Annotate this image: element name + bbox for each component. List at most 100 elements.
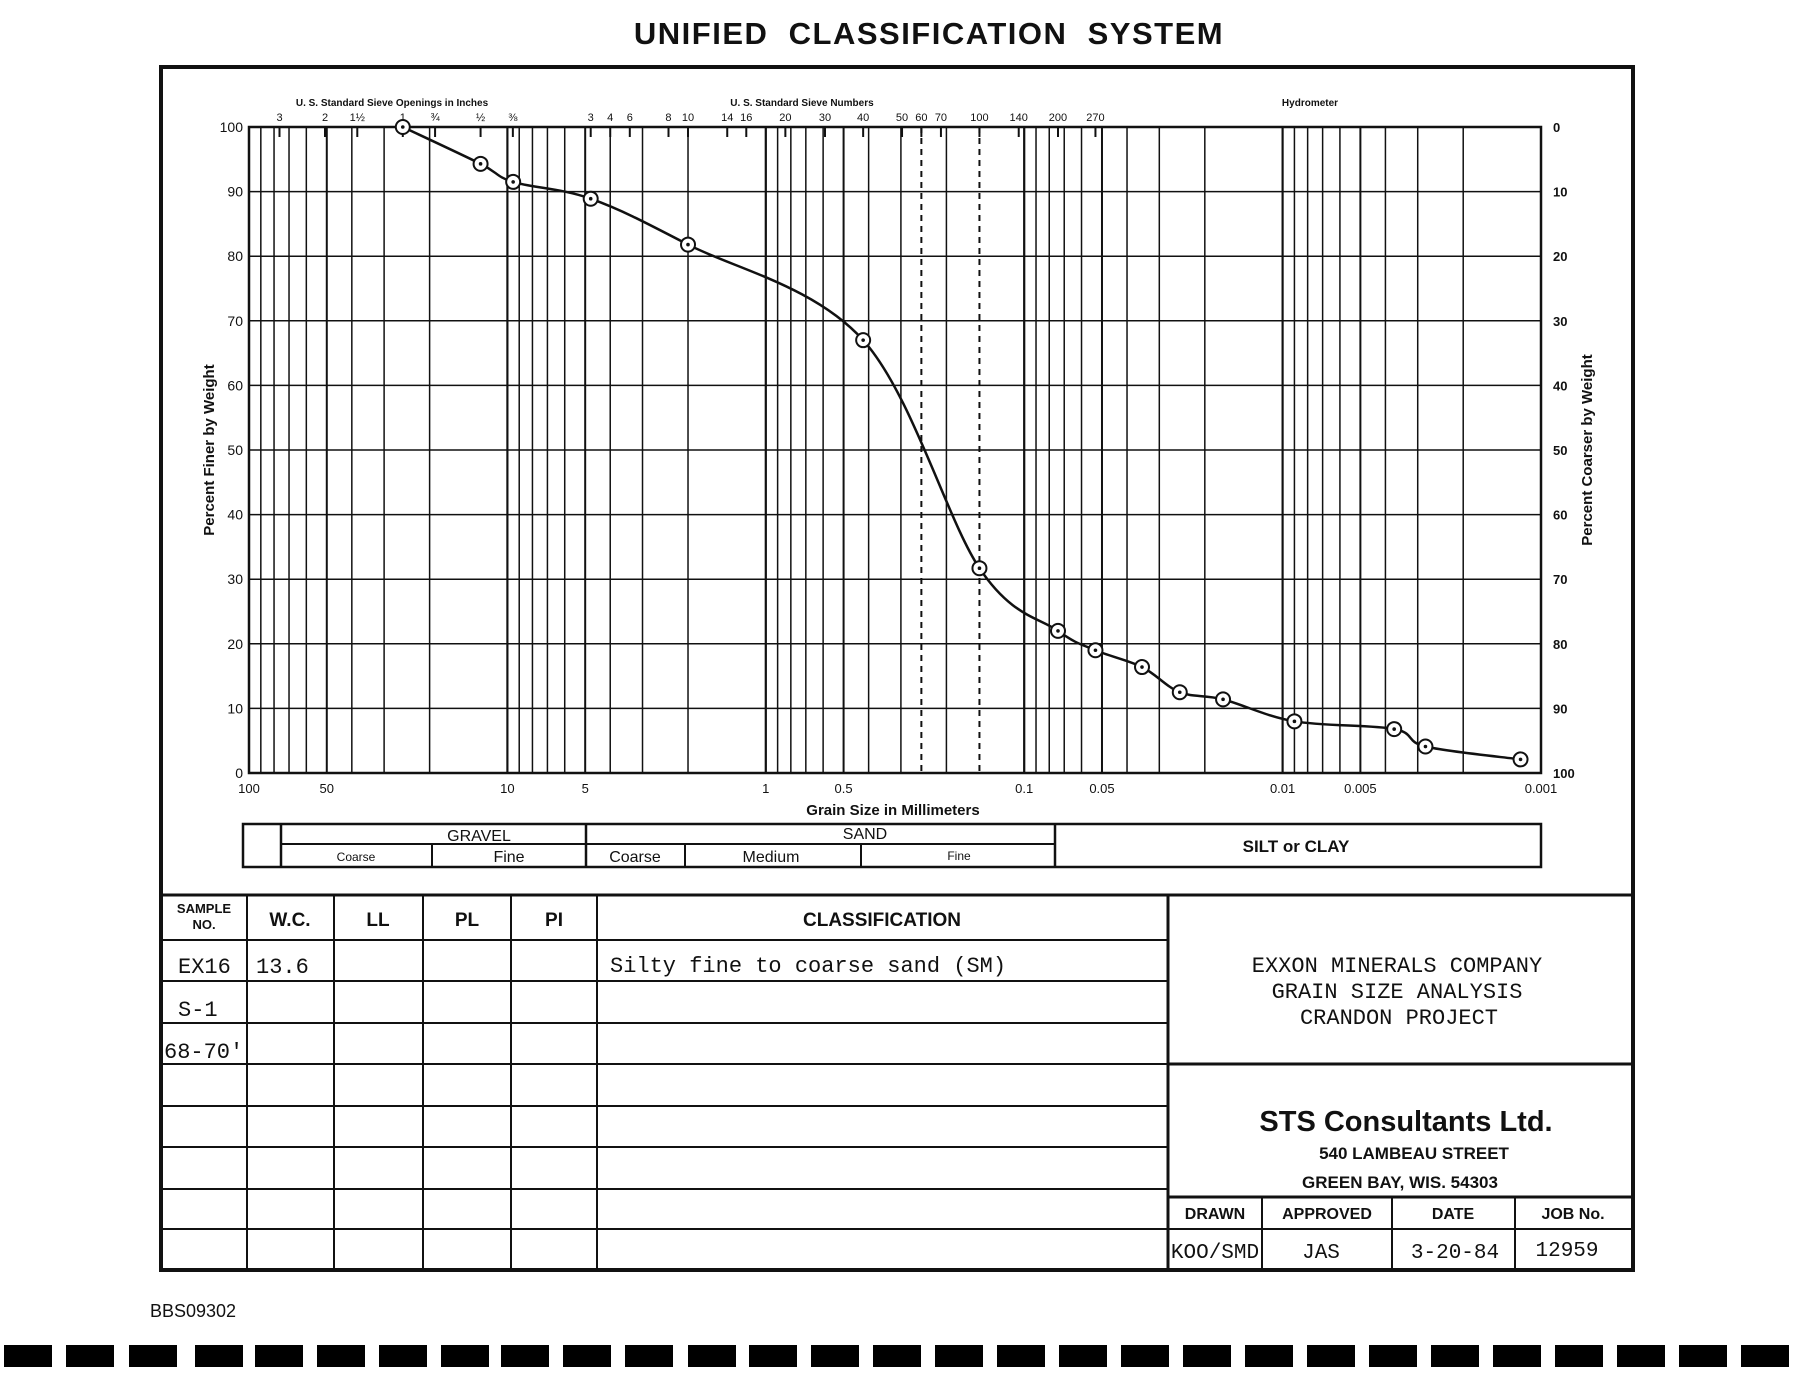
scan-mark [563,1345,611,1367]
cell-wc-row1: 13.6 [256,955,309,980]
data-point-center [1221,697,1225,702]
data-point-center [511,180,515,184]
scan-mark [811,1345,859,1367]
y-tick-label-right: 30 [1553,314,1567,329]
x-tick-label: 100 [238,781,260,796]
y-axis-label-left: Percent Finer by Weight [201,364,218,535]
scan-mark [1493,1345,1541,1367]
data-point-center [1177,690,1182,695]
document-id: BBS09302 [150,1301,236,1321]
x-tick-label: 0.1 [1015,781,1033,796]
y-tick-label-right: 100 [1553,766,1575,781]
x-tick-label: 0.01 [1270,781,1295,796]
header-wc: W.C. [269,910,310,931]
approved-value: JAS [1302,1242,1340,1265]
class-sand-medium: Medium [743,849,800,866]
date-label: DATE [1432,1206,1475,1223]
grain-size-chart: U. S. Standard Sieve Openings in Inches … [201,98,1596,819]
plot-frame [247,125,1543,775]
top-scale-sieve-label: 200 [1049,112,1067,124]
firm-name: STS Consultants Ltd. [1259,1106,1552,1138]
scan-mark [1555,1345,1603,1367]
cell-sample-row3: 68-70' [164,1040,243,1065]
top-scale-sieve-label: 100 [970,112,988,124]
dashed-reference-lines [920,127,981,773]
x-tick-label: 5 [582,781,589,796]
x-axis-label: Grain Size in Millimeters [806,802,979,819]
top-scale-sieve-label: 4 [607,112,613,124]
project-line2: GRAIN SIZE ANALYSIS [1272,980,1523,1005]
top-scale-sieve-label: 20 [779,112,791,124]
top-scale-inch-label: 1½ [350,112,365,124]
scan-mark [4,1345,52,1367]
y-axis-ticks: 0102030405060708090100100908070605040302… [220,119,1575,781]
chart-grid [248,126,1542,774]
header-pi: PI [545,910,563,931]
scan-mark [129,1345,177,1367]
job-label: JOB No. [1541,1206,1604,1223]
top-scale-inch-label: ⅜ [508,112,518,124]
top-scale-sieve-label: 14 [721,112,733,124]
top-scale-sieve-label: 40 [857,112,869,124]
project-line1: EXXON MINERALS COMPANY [1252,954,1542,979]
y-tick-label-right: 80 [1553,637,1567,652]
x-tick-label: 0.005 [1344,781,1377,796]
data-point-center [1518,757,1523,762]
scan-mark [1679,1345,1727,1367]
y-tick-label-left: 80 [227,248,243,264]
data-point-center [1423,744,1428,749]
header-sample-line1: SAMPLE [177,901,232,916]
scan-mark [255,1345,303,1367]
scan-mark [501,1345,549,1367]
class-gravel: GRAVEL [447,828,511,845]
data-point-center [1292,719,1297,724]
scan-mark [1369,1345,1417,1367]
x-tick-label: 0.5 [835,781,853,796]
y-tick-label-right: 20 [1553,249,1567,264]
firm-city: GREEN BAY, WIS. 54303 [1302,1173,1498,1192]
header-ll: LL [366,910,390,931]
header-sample-line2: NO. [192,917,215,932]
series-group [394,119,1529,768]
y-tick-label-left: 10 [227,700,243,716]
top-sieve-scales: U. S. Standard Sieve Openings in Inches … [276,98,1338,137]
y-tick-label-right: 0 [1553,120,1560,135]
data-point-center [686,242,690,247]
scan-mark [625,1345,673,1367]
scan-mark [1059,1345,1107,1367]
top-scale-sieve-label: 10 [682,112,694,124]
class-sand-coarse: Coarse [609,849,661,866]
top-scale-sieve-label: 60 [915,112,927,124]
top-scale-sieve-label: 16 [740,112,752,124]
y-tick-label-left: 0 [235,765,243,781]
approved-label: APPROVED [1282,1206,1372,1223]
top-scale-sieve-label: 140 [1010,112,1028,124]
top-scale-inch-label: 3 [276,112,282,124]
header-classification: CLASSIFICATION [803,910,961,931]
cell-sample-row2: S-1 [178,998,218,1023]
table-row-lines [161,939,1168,1230]
page-title: UNIFIED CLASSIFICATION SYSTEM [634,16,1224,51]
data-point-center [400,125,405,129]
scan-mark [1245,1345,1293,1367]
top-scale-sieve-label: 3 [588,112,594,124]
x-tick-label: 0.001 [1525,781,1558,796]
data-point-center [1140,665,1144,669]
class-silt-clay: SILT or CLAY [1243,837,1350,856]
class-sand: SAND [843,826,887,843]
data-point-center [588,196,593,201]
header-pl: PL [455,910,480,931]
x-tick-label: 1 [762,781,769,796]
drawn-label: DRAWN [1185,1206,1245,1223]
top-scale-inches-label: U. S. Standard Sieve Openings in Inches [296,98,489,109]
sheet-frame [159,65,1635,1272]
scan-mark [441,1345,489,1367]
y-tick-label-left: 50 [227,442,243,458]
job-value: 12959 [1535,1240,1598,1263]
top-scale-sieve-label: 6 [627,112,633,124]
data-point-center [1056,629,1060,633]
data-point-center [977,566,982,571]
date-value: 3-20-84 [1411,1242,1499,1265]
y-tick-label-left: 70 [227,313,243,329]
top-scale-sieve-label: 8 [665,112,671,124]
